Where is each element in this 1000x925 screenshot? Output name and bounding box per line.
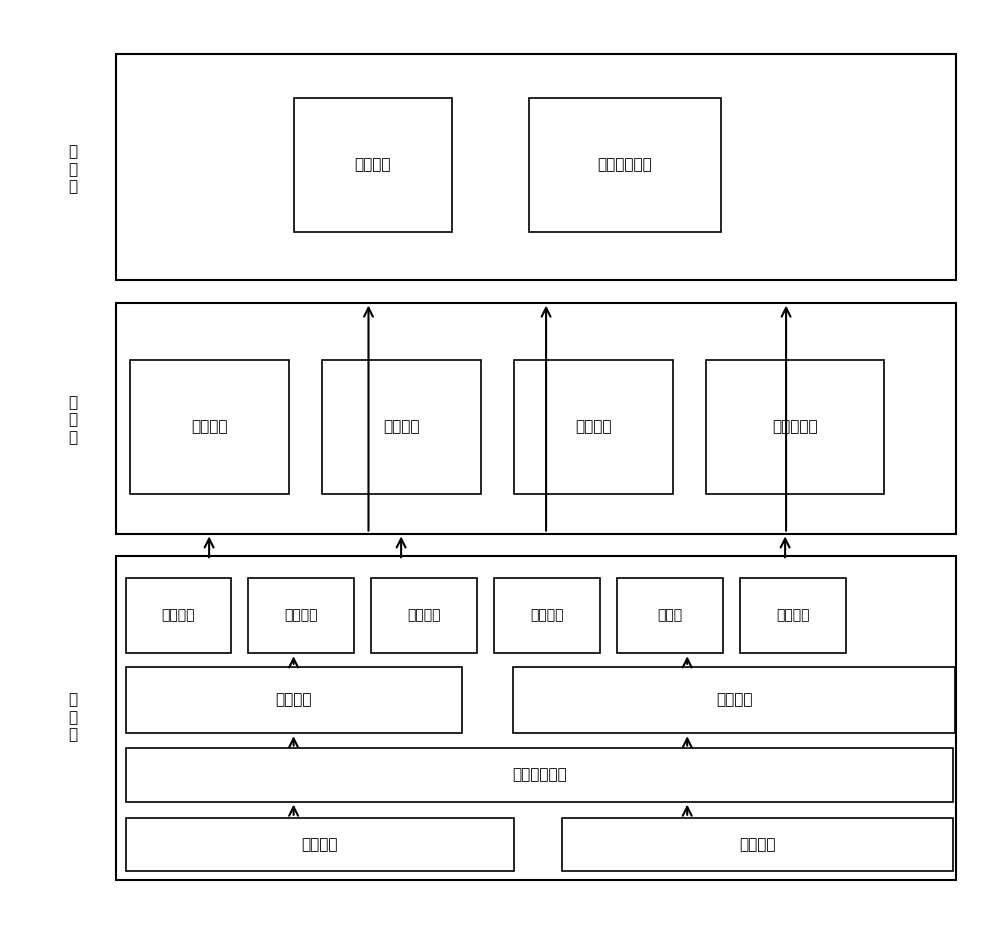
Bar [514, 361, 673, 494]
Bar [126, 818, 514, 871]
Text: 数据对接模块: 数据对接模块 [512, 768, 567, 783]
Bar [116, 556, 956, 880]
Bar [513, 667, 955, 734]
Bar [116, 54, 956, 280]
Text: 句
法
级: 句 法 级 [68, 395, 77, 445]
Text: 英文分析: 英文分析 [716, 693, 752, 708]
Bar [116, 302, 956, 534]
Text: 词向量分析: 词向量分析 [772, 419, 818, 435]
Text: 中文文本: 中文文本 [302, 837, 338, 852]
Text: 主题模型: 主题模型 [383, 419, 420, 435]
Bar [740, 578, 846, 653]
Text: 知识图谱: 知识图谱 [575, 419, 612, 435]
Bar [617, 578, 723, 653]
Bar [706, 361, 884, 494]
Text: 词性识别: 词性识别 [162, 609, 195, 623]
Bar [248, 578, 354, 653]
Bar [562, 818, 953, 871]
Text: 同近义词: 同近义词 [530, 609, 564, 623]
Text: 英文文本: 英文文本 [740, 837, 776, 852]
Bar [126, 748, 953, 802]
Bar [294, 98, 452, 231]
Text: 篇
章
级: 篇 章 级 [68, 144, 77, 194]
Bar [126, 578, 231, 653]
Text: 词
汇
级: 词 汇 级 [68, 693, 77, 742]
Text: 词重要性: 词重要性 [407, 609, 441, 623]
Bar [126, 667, 462, 734]
Bar [130, 361, 289, 494]
Text: 句法结构: 句法结构 [191, 419, 228, 435]
Text: 中文分析: 中文分析 [275, 693, 312, 708]
Text: 需求词: 需求词 [657, 609, 682, 623]
Text: 位置关系: 位置关系 [776, 609, 810, 623]
Bar [494, 578, 600, 653]
Bar [322, 361, 481, 494]
Bar [529, 98, 721, 231]
Bar [371, 578, 477, 653]
Text: 关键信息: 关键信息 [355, 157, 391, 173]
Text: 文本语义理解: 文本语义理解 [597, 157, 652, 173]
Text: 专有名词: 专有名词 [285, 609, 318, 623]
